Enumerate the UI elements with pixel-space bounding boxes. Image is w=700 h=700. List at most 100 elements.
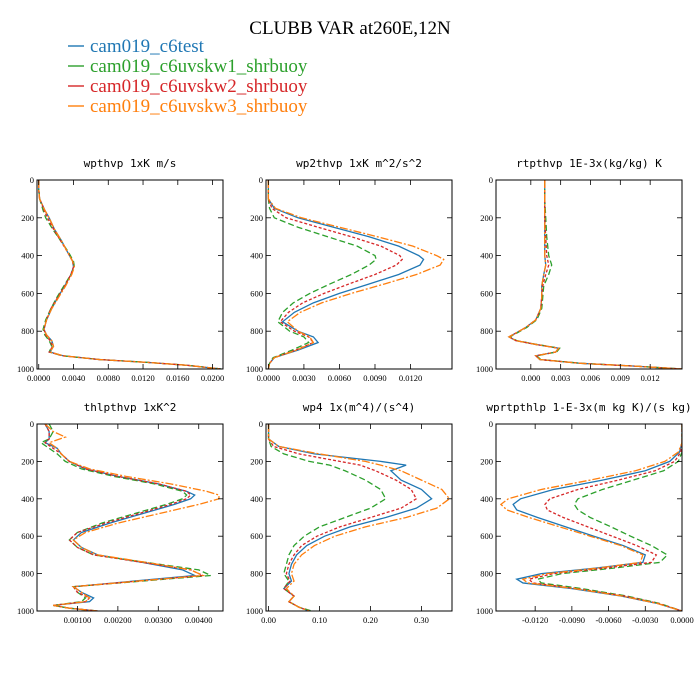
series-group [507,180,682,369]
panel-4: thlpthvp 1xK^2 0.00100 0.00200 0.00300 0.004… [17,401,224,625]
panel-3: rtpthvp 1E-3x(kg/kg) K 0.000 0.003 0.006 0.0… [476,157,683,383]
y-tick-label: 200 [250,456,263,466]
y-tick-label: 0 [489,419,493,429]
panel-title: wp2thvp 1xK m^2/s^2 [296,157,422,170]
y-tick-label: 400 [480,494,493,504]
y-tick-label: 200 [480,456,493,466]
x-tick-label: 0.0160 [166,373,189,383]
y-tick-label: 400 [480,251,493,261]
series-group [499,424,682,611]
panel-title: thlpthvp 1xK^2 [84,401,177,414]
y-tick-label: 600 [480,531,493,541]
x-tick-label: 0.0200 [201,373,224,383]
y-tick-label: 0 [259,175,263,185]
panel-title: wp4 1x(m^4)/(s^4) [303,401,416,414]
x-tick-label: 0.003 [551,373,570,383]
y-tick-label: 1000 [246,364,263,374]
y-tick-label: 800 [250,569,263,579]
x-tick-label: 0.0000 [257,373,280,383]
series-line-4 [267,180,445,369]
plot-frame [265,423,453,612]
x-tick-label: 0.0080 [97,373,120,383]
y-tick-label: 1000 [17,364,34,374]
x-tick-label: 0.20 [363,615,378,625]
series-line-2 [508,180,682,369]
series-group [267,424,451,611]
series-line-2 [267,424,387,611]
series-line-3 [527,424,682,611]
x-tick-label: 0.0040 [62,373,85,383]
plot-frame [265,179,453,370]
legend-label: cam019_c6uvskw1_shrbuoy [90,56,308,77]
y-tick-label: 1000 [476,606,493,616]
panel-6: wprtpthlp 1-E-3x(m kg K)/(s kg) -0.0120 -0… [476,401,694,625]
x-tick-label: 0.00 [261,615,276,625]
x-tick-label: 0.0030 [292,373,315,383]
panel-title: wprtpthlp 1-E-3x(m kg K)/(s kg) [486,401,691,414]
y-tick-label: 800 [250,326,263,336]
y-tick-label: 800 [480,326,493,336]
x-tick-label: -0.0120 [522,615,548,625]
x-tick-label: 0.009 [611,373,630,383]
legend-label: cam019_c6test [90,36,205,57]
x-tick-label: 0.0000 [27,373,50,383]
x-tick-label: 0.0060 [328,373,351,383]
x-tick-label: 0.10 [312,615,327,625]
legend-entry: cam019_c6uvskw1_shrbuoy [68,56,308,77]
x-tick-label: 0.000 [521,373,540,383]
y-tick-label: 1000 [476,364,493,374]
plot-frame [495,423,683,612]
series-line-4 [499,424,682,611]
y-tick-label: 600 [21,531,34,541]
y-tick-label: 800 [21,326,34,336]
legend-label: cam019_c6uvskw2_shrbuoy [90,76,308,97]
plot-frame [36,423,224,612]
y-tick-label: 600 [480,288,493,298]
y-tick-label: 200 [480,213,493,223]
series-line-3 [38,180,222,369]
panel-title: rtpthvp 1E-3x(kg/kg) K [516,157,662,170]
series-group [38,180,222,369]
x-tick-label: 0.00300 [144,615,172,625]
x-tick-label: -0.0060 [595,615,621,625]
y-tick-label: 400 [21,494,34,504]
series-line-1 [507,180,682,369]
series-line-4 [38,180,222,369]
x-tick-label: 0.012 [641,373,660,383]
x-tick-label: 0.0120 [399,373,422,383]
legend-entry: cam019_c6test [68,36,205,57]
series-line-2 [536,424,682,611]
y-tick-label: 400 [250,251,263,261]
x-tick-label: 0.0090 [363,373,386,383]
y-tick-label: 0 [489,175,493,185]
x-tick-label: 0.00200 [104,615,132,625]
y-tick-label: 0 [30,175,34,185]
panel-5: wp4 1x(m^4)/(s^4) 0.00 0.10 0.20 0.30 0 200 400… [246,401,453,625]
y-tick-label: 600 [250,531,263,541]
x-tick-label: -0.0090 [559,615,585,625]
y-tick-label: 400 [21,251,34,261]
y-tick-label: 800 [21,569,34,579]
x-tick-label: 0.00100 [64,615,92,625]
panels: wpthvp 1xK m/s0.0000 0.0040 0.0080 0.0120 0.… [17,157,694,625]
y-tick-label: 1000 [17,606,34,616]
legend-label: cam019_c6uvskw3_shrbuoy [90,96,308,117]
series-line-3 [507,180,682,369]
series-line-1 [512,424,682,611]
series-group [267,180,445,369]
y-tick-label: 600 [21,288,34,298]
x-tick-label: -0.0030 [632,615,658,625]
panel-1: wpthvp 1xK m/s 0.0000 0.0040 0.0080 0.0120 0.… [17,157,224,383]
y-tick-label: 400 [250,494,263,504]
y-tick-label: 200 [21,456,34,466]
legend-entry: cam019_c6uvskw3_shrbuoy [68,96,308,117]
panel-2: wp2thvp 1xK m^2/s^2 0.0000 0.0030 0.0060 0.0… [246,157,453,383]
y-tick-label: 1000 [246,606,263,616]
series-group [39,424,220,611]
series-line-2 [39,424,214,611]
y-tick-label: 0 [259,419,263,429]
plot-frame [495,179,683,370]
series-line-4 [44,424,220,611]
x-tick-label: 0.0000 [670,615,693,625]
